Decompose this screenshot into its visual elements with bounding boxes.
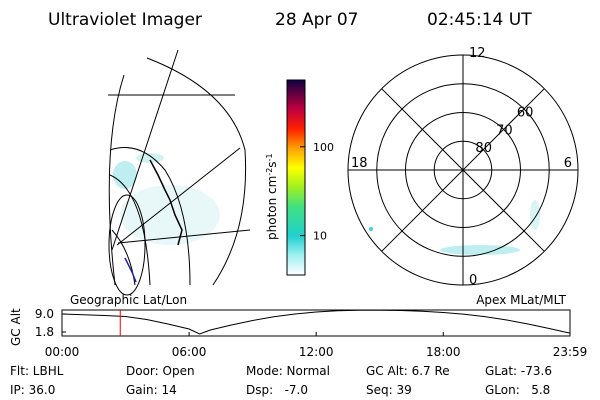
mlt-label: 6 xyxy=(564,156,572,171)
y-tick-label: 9.0 xyxy=(35,307,54,321)
colorbar-label-part: s xyxy=(265,161,279,167)
status-field: Dsp: -7.0 xyxy=(246,383,308,397)
lat-label: 70 xyxy=(496,123,513,138)
lat-label: 60 xyxy=(517,106,534,121)
time: 02:45:14 UT xyxy=(427,10,532,30)
colorbar-label-part: -2 xyxy=(265,168,274,176)
lat-label: 80 xyxy=(475,141,492,156)
mlt-label: 18 xyxy=(351,156,368,171)
x-tick-label: 06:00 xyxy=(172,345,207,359)
x-tick-label: 12:00 xyxy=(299,345,334,359)
altitude-line xyxy=(61,309,571,335)
mlt-label: 0 xyxy=(469,273,477,288)
geo-label: Geographic Lat/Lon xyxy=(70,293,187,307)
lat-circle xyxy=(376,83,550,257)
status-field: Seq: 39 xyxy=(366,383,412,397)
colorbar xyxy=(286,79,306,276)
status-field: GLon: 5.8 xyxy=(485,383,550,397)
status-field: Mode: Normal xyxy=(246,364,330,378)
status-field: Gain: 14 xyxy=(126,383,177,397)
mlt-label: 12 xyxy=(469,46,486,61)
colorbar-tick-label: 100 xyxy=(313,141,334,154)
status-field: Flt: LBHL xyxy=(10,364,64,378)
y-tick-label: 1.8 xyxy=(35,325,54,339)
colorbar-label: photon cm-2s-1 xyxy=(265,153,280,240)
status-field: IP: 36.0 xyxy=(10,383,55,397)
status-field: GLat: -73.6 xyxy=(485,364,552,378)
colorbar-label-part: -1 xyxy=(265,153,274,161)
colorbar-label-part: photon cm xyxy=(265,176,279,240)
title: Ultraviolet Imager xyxy=(48,10,202,30)
lat-circle xyxy=(433,140,493,200)
x-tick-label: 18:00 xyxy=(426,345,461,359)
lat-circle xyxy=(405,112,521,228)
colorbar-tick-label: 10 xyxy=(313,230,327,243)
x-tick-label: 23:59 xyxy=(553,345,588,359)
date: 28 Apr 07 xyxy=(275,10,358,30)
geo-map xyxy=(108,49,251,296)
status-field: Door: Open xyxy=(126,364,195,378)
polar-spoke xyxy=(381,88,545,252)
y-axis-label: GC Alt xyxy=(9,308,23,346)
x-tick-label: 00:00 xyxy=(45,345,80,359)
status-field: GC Alt: 6.7 Re xyxy=(366,364,450,378)
apex-label: Apex MLat/MLT xyxy=(476,293,566,307)
